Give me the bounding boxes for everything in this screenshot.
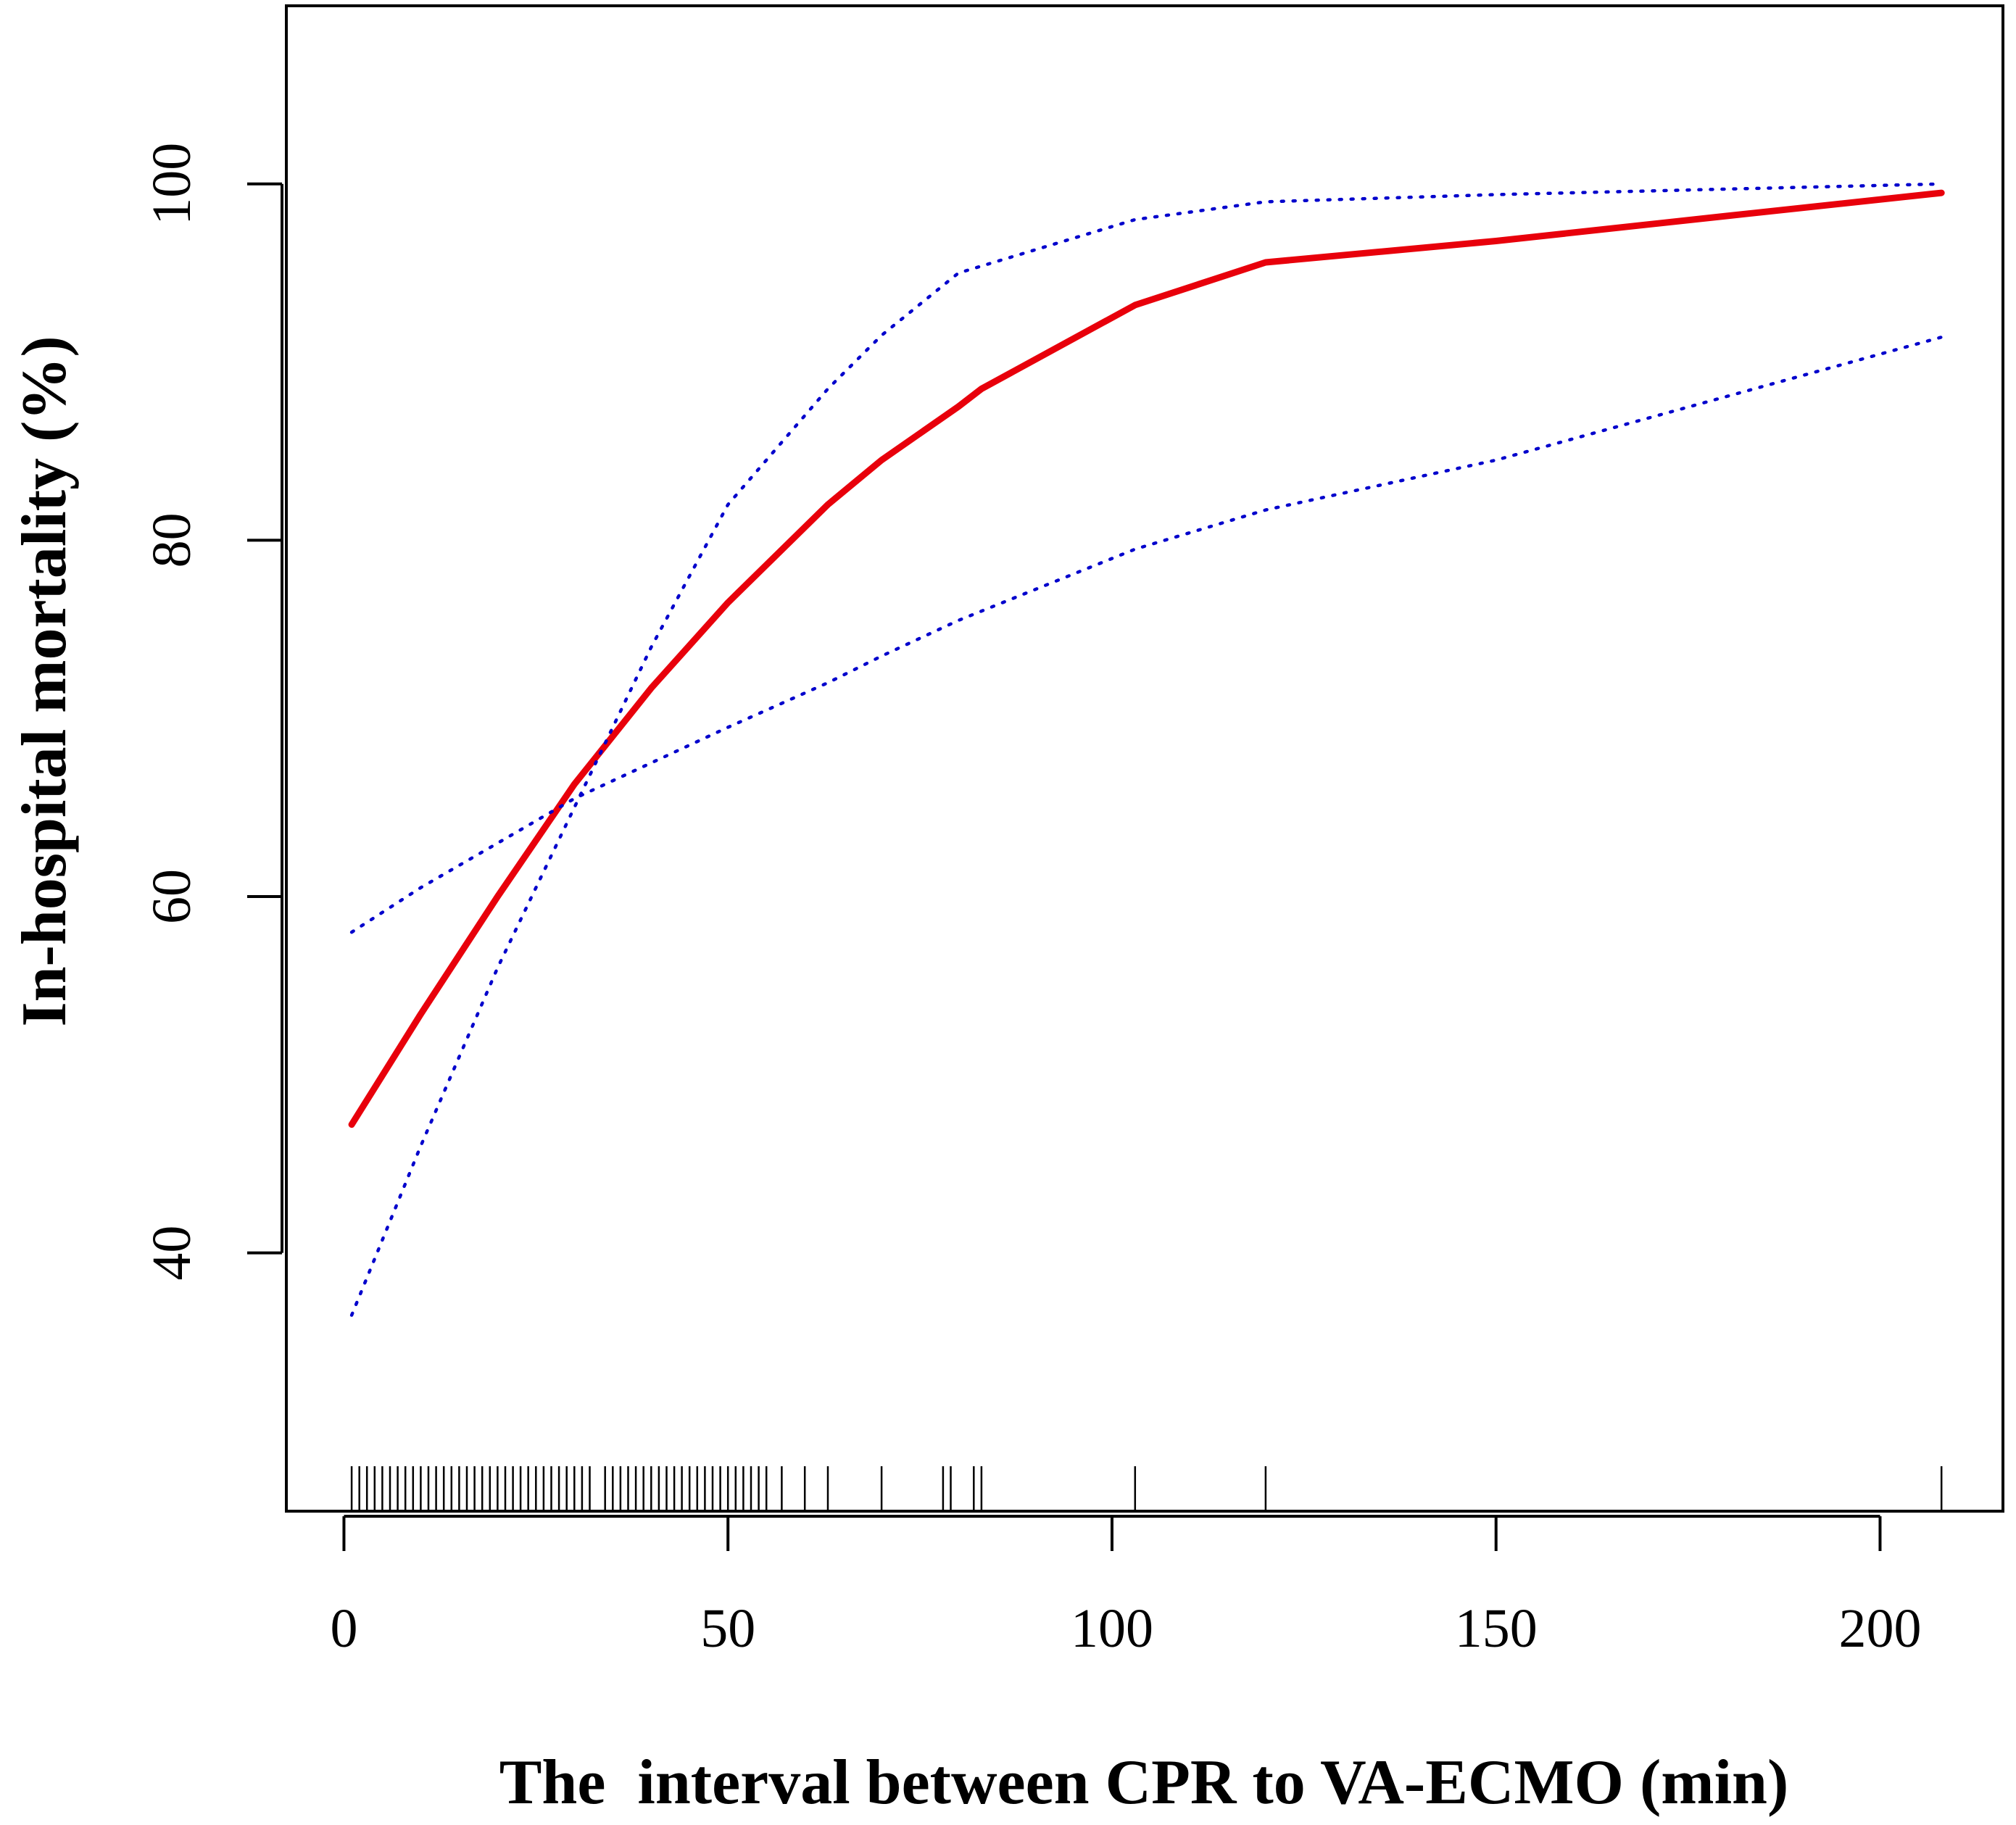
y-tick-label: 80 <box>141 512 202 568</box>
y-tick-label: 100 <box>141 143 202 225</box>
y-axis-title: In-hospital mortality (%) <box>9 336 80 1026</box>
series-line-estimate <box>348 189 1945 1128</box>
series-line-upper-ci <box>349 182 1944 1317</box>
y-tick-label: 60 <box>141 869 202 924</box>
x-tick-label: 150 <box>1455 1598 1538 1659</box>
y-tick-label: 40 <box>141 1226 202 1281</box>
y-axis: 40 60 80 100 <box>141 143 283 1281</box>
x-axis-title: The interval between CPR to VA-ECMO (min… <box>499 1747 1789 1818</box>
x-tick-label: 100 <box>1071 1598 1153 1659</box>
rug-layer <box>350 1466 1943 1511</box>
x-tick-label: 200 <box>1838 1598 1921 1659</box>
series-line-lower-ci <box>349 335 1944 934</box>
series-layer <box>348 182 1945 1317</box>
x-axis: 0 50 100 150 200 <box>330 1515 1921 1659</box>
x-tick-label: 0 <box>330 1598 357 1659</box>
plot-frame <box>285 4 2004 1513</box>
x-tick-label: 50 <box>700 1598 755 1659</box>
